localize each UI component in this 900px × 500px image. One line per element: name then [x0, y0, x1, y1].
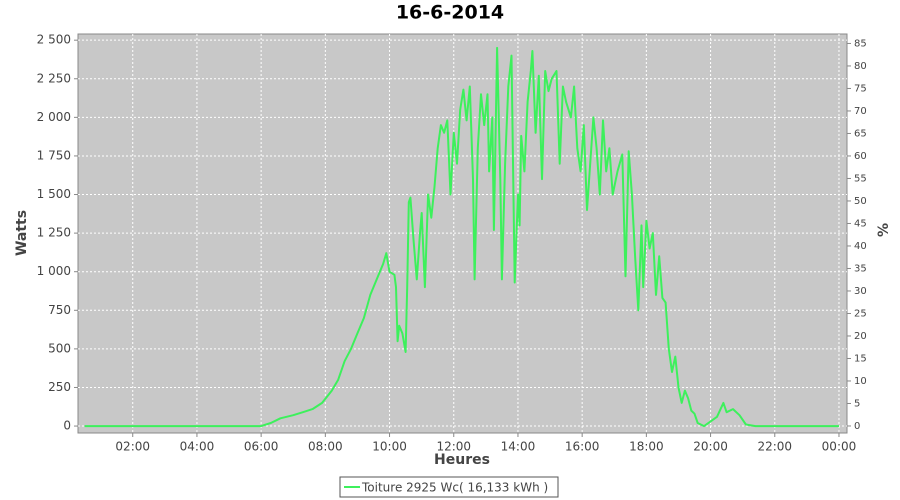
y-tick-label: 2 000 — [37, 110, 71, 124]
y-tick-label: 1 500 — [37, 187, 71, 201]
y-tick-label: 250 — [48, 380, 71, 394]
x-tick-label: 10:00 — [372, 440, 407, 454]
y-tick-label: 2 250 — [37, 71, 71, 85]
y-tick-label: 0 — [63, 419, 71, 433]
y2-axis-title: % — [876, 223, 892, 237]
y-tick-label: 500 — [48, 341, 71, 355]
legend-box — [339, 476, 559, 498]
x-tick-label: 00:00 — [822, 440, 857, 454]
y2-tick-label: 70 — [854, 106, 867, 117]
y2-tick-label: 75 — [854, 83, 867, 94]
y2-tick-label: 80 — [854, 61, 867, 72]
y2-tick-label: 20 — [854, 331, 867, 342]
y2-tick-label: 5 — [854, 398, 860, 409]
x-tick-label: 08:00 — [308, 440, 343, 454]
y2-tick-label: 50 — [854, 196, 867, 207]
y2-tick-label: 60 — [854, 151, 867, 162]
y-tick-label: 1 250 — [37, 226, 71, 240]
x-tick-label: 22:00 — [757, 440, 792, 454]
y2-tick-label: 35 — [854, 263, 867, 274]
legend: Toiture 2925 Wc( 16,133 kWh ) — [339, 476, 559, 498]
y-tick-label: 1 750 — [37, 148, 71, 162]
x-tick-label: 12:00 — [436, 440, 471, 454]
x-tick-label: 02:00 — [115, 440, 150, 454]
x-tick-label: 16:00 — [565, 440, 600, 454]
legend-label: Toiture 2925 Wc( 16,133 kWh ) — [361, 481, 548, 495]
y2-tick-label: 55 — [854, 173, 867, 184]
x-tick-label: 06:00 — [244, 440, 279, 454]
y2-tick-label: 0 — [854, 421, 860, 432]
y2-tick-label: 85 — [854, 38, 867, 49]
y-tick-label: 1 000 — [37, 264, 71, 278]
x-axis-title: Heures — [434, 452, 490, 468]
y-tick-label: 750 — [48, 303, 71, 317]
y2-tick-label: 40 — [854, 241, 867, 252]
chart-title: 16-6-2014 — [396, 2, 504, 24]
x-tick-label: 18:00 — [629, 440, 664, 454]
y-tick-label: 2 500 — [37, 33, 71, 47]
y2-tick-label: 65 — [854, 128, 867, 139]
data-line — [84, 46, 839, 428]
y2-tick-label: 30 — [854, 286, 867, 297]
x-tick-label: 20:00 — [693, 440, 728, 454]
x-tick-label: 04:00 — [180, 440, 215, 454]
y2-tick-label: 45 — [854, 218, 867, 229]
x-tick-label: 14:00 — [501, 440, 536, 454]
y2-tick-label: 15 — [854, 353, 867, 364]
y2-tick-label: 10 — [854, 376, 867, 387]
y-axis-title: Watts — [14, 210, 30, 256]
y2-tick-label: 25 — [854, 308, 867, 319]
